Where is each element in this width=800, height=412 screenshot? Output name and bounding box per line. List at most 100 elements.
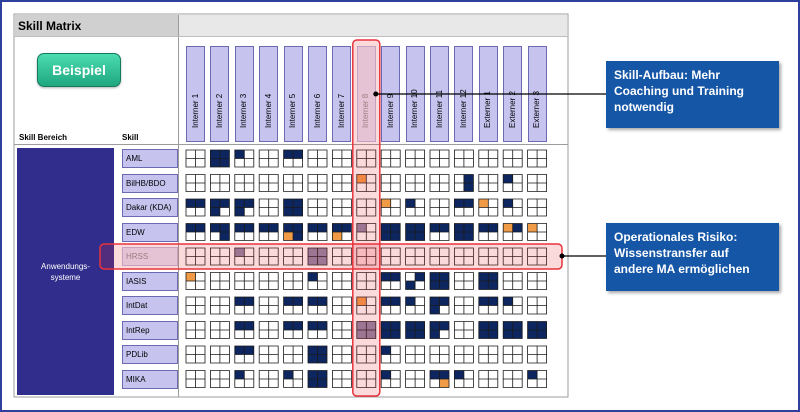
cell-quadrant	[390, 256, 401, 265]
cell-quadrant	[283, 223, 294, 232]
cell-quadrant	[527, 232, 538, 241]
cell-quadrant	[293, 150, 303, 159]
cell-quadrant	[210, 305, 220, 314]
cell-quadrant	[366, 199, 376, 208]
cell-quadrant	[259, 256, 269, 265]
cell-quadrant	[415, 199, 425, 208]
cell-quadrant	[415, 379, 425, 388]
cell-quadrant	[195, 281, 205, 290]
cell-outline	[234, 198, 255, 217]
cell-quadrant	[259, 346, 269, 355]
cell-quadrant	[405, 370, 416, 379]
cell-quadrant	[283, 183, 294, 192]
skill-cell	[454, 345, 474, 364]
cell-quadrant	[259, 158, 269, 167]
cell-quadrant	[186, 199, 196, 208]
cell-quadrant	[439, 321, 449, 330]
cell-quadrant	[537, 354, 547, 363]
cell-outline	[478, 370, 499, 388]
cell-quadrant	[186, 158, 196, 167]
skill-label: PDLib	[122, 345, 178, 364]
cell-outline	[478, 149, 499, 168]
cell-quadrant	[356, 330, 367, 339]
skill-cell	[356, 149, 377, 168]
cell-outline	[307, 223, 328, 241]
skill-cell	[405, 370, 425, 388]
cell-quadrant	[478, 150, 489, 159]
skill-cell	[478, 321, 499, 339]
skill-cell	[356, 247, 377, 266]
cell-quadrant	[268, 281, 279, 290]
cell-quadrant	[210, 297, 220, 306]
cell-outline	[234, 174, 255, 192]
cell-quadrant	[244, 297, 254, 306]
cell-outline	[478, 272, 499, 290]
cell-quadrant	[366, 256, 376, 265]
cell-quadrant	[356, 321, 367, 330]
cell-quadrant	[454, 354, 464, 363]
skill-cell	[429, 370, 450, 388]
cell-quadrant	[478, 223, 489, 232]
cell-quadrant	[366, 232, 376, 241]
skill-cell	[234, 296, 255, 315]
cell-quadrant	[219, 346, 230, 355]
cell-quadrant	[527, 354, 538, 363]
cell-quadrant	[366, 321, 376, 330]
cell-quadrant	[317, 223, 327, 232]
cell-quadrant	[390, 248, 401, 257]
cell-quadrant	[439, 158, 449, 167]
skill-cell	[332, 321, 352, 339]
cell-outline	[405, 296, 425, 315]
cell-quadrant	[317, 183, 327, 192]
cell-quadrant	[512, 281, 523, 290]
cell-outline	[332, 174, 352, 192]
skill-cell	[234, 198, 255, 217]
cell-quadrant	[317, 305, 327, 314]
person-header: Interner 5	[283, 46, 303, 142]
skill-cell	[380, 272, 401, 290]
skill-cell	[283, 370, 303, 388]
cell-quadrant	[341, 305, 352, 314]
cell-quadrant	[244, 305, 254, 314]
cell-outline	[429, 345, 450, 364]
cell-quadrant	[195, 379, 205, 388]
skill-cell	[234, 149, 255, 168]
cell-quadrant	[512, 370, 523, 379]
cell-quadrant	[415, 330, 425, 339]
header-skill-bereich: Skill Bereich	[19, 133, 68, 142]
cell-quadrant	[488, 379, 498, 388]
cell-quadrant	[390, 158, 401, 167]
cell-quadrant	[293, 354, 303, 363]
skill-cell	[502, 174, 523, 192]
cell-outline	[380, 345, 401, 364]
skill-cell	[527, 272, 547, 290]
cell-outline	[185, 247, 206, 266]
cell-quadrant	[390, 354, 401, 363]
skill-cell	[234, 272, 255, 290]
cell-quadrant	[503, 379, 513, 388]
cell-outline	[185, 296, 206, 315]
skill-cell	[454, 223, 474, 241]
cell-quadrant	[234, 232, 245, 241]
cell-quadrant	[293, 158, 303, 167]
cell-quadrant	[283, 150, 294, 159]
cell-outline	[405, 345, 425, 364]
cell-quadrant	[317, 232, 327, 241]
cell-quadrant	[234, 174, 245, 183]
cell-quadrant	[195, 354, 205, 363]
cell-quadrant	[390, 379, 401, 388]
cell-quadrant	[527, 297, 538, 306]
cell-quadrant	[454, 321, 464, 330]
cell-outline	[429, 296, 450, 315]
cell-quadrant	[390, 174, 401, 183]
cell-quadrant	[463, 281, 474, 290]
cell-outline	[258, 149, 279, 168]
cell-outline	[502, 272, 523, 290]
cell-quadrant	[341, 354, 352, 363]
skill-cell	[185, 272, 206, 290]
cell-quadrant	[283, 305, 294, 314]
cell-quadrant	[527, 174, 538, 183]
skill-cell	[454, 174, 474, 192]
cell-quadrant	[381, 370, 391, 379]
skill-cell	[258, 321, 279, 339]
